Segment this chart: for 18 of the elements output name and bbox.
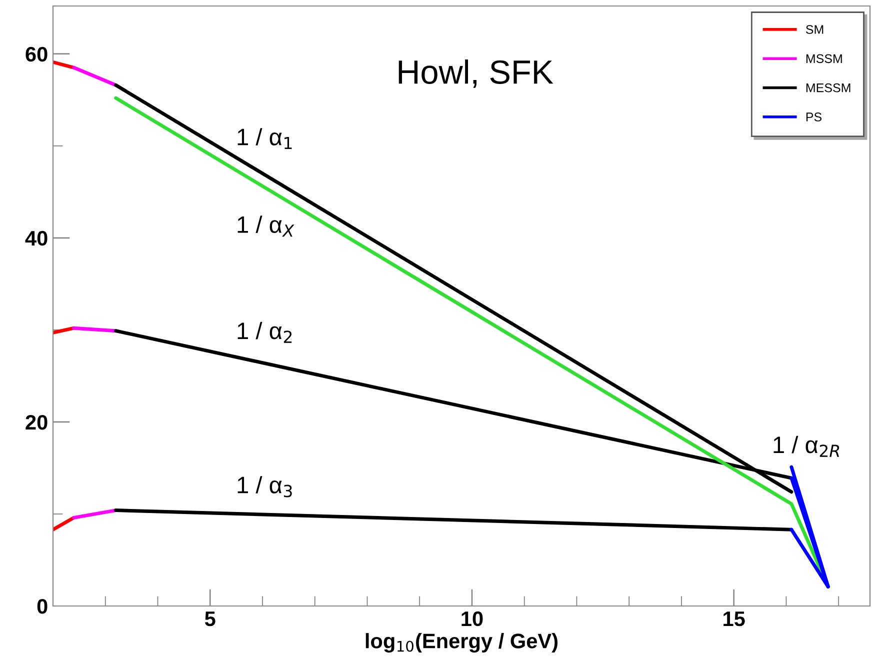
annotation: 1 / α$_{2R}$ — [774, 436, 840, 457]
x-tick-label: 10 — [462, 611, 483, 626]
annotation: 1 / α$_{2}$ — [238, 322, 292, 343]
y-tick-label: 0 — [37, 599, 48, 614]
annotation: 1 / α$_{X}$ — [238, 216, 294, 237]
annotation: Howl, SFK — [398, 59, 554, 88]
y-tick-label: 60 — [26, 46, 48, 62]
annotation: 1 / α$_{3}$ — [238, 476, 292, 498]
y-tick-label: 40 — [25, 230, 48, 246]
annotation: 1 / α$_{1}$ — [238, 128, 292, 150]
x-tick-label: 5 — [204, 612, 216, 626]
x-axis-title: log$_{10}$(Energy / GeV) — [366, 633, 558, 653]
x-tick-label: 15 — [724, 612, 745, 626]
y-tick-label: 20 — [26, 414, 48, 430]
legend-label: SM — [806, 25, 824, 34]
legend-label: MESSM — [806, 83, 850, 92]
legend-label: PS — [806, 112, 822, 122]
legend-label: MSSM — [806, 54, 842, 64]
